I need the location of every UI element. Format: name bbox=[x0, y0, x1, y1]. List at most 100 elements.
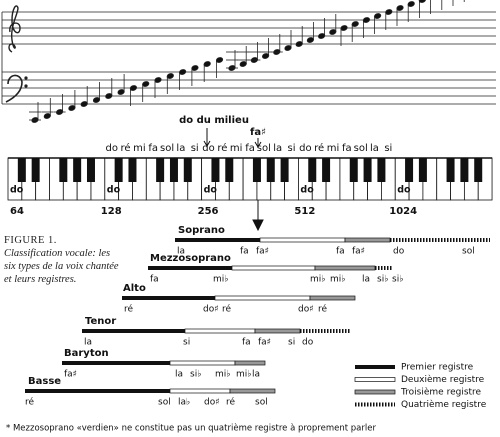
voice-note: mi♭ bbox=[310, 275, 326, 285]
voice-name: Baryton bbox=[64, 348, 109, 359]
f-sharp-label: fa♯ bbox=[250, 127, 266, 138]
black-key bbox=[31, 158, 40, 182]
voice-note: si♭ bbox=[190, 370, 201, 380]
voice-name: Soprano bbox=[178, 225, 225, 236]
note-name: la bbox=[176, 143, 185, 154]
black-key bbox=[474, 158, 483, 182]
frequency: 512 bbox=[294, 206, 315, 217]
note-name: fa bbox=[342, 143, 352, 154]
voice-note: do bbox=[393, 247, 405, 257]
voice-note: fa♯ bbox=[258, 338, 271, 348]
black-key bbox=[446, 158, 455, 182]
note-name: sol bbox=[160, 143, 174, 154]
legend-label: Premier registre bbox=[401, 363, 474, 373]
voice-note: mi♭ bbox=[215, 370, 231, 380]
voice-name: Mezzosoprano bbox=[150, 253, 231, 264]
voice-note: ré bbox=[226, 397, 236, 408]
big-arrow bbox=[252, 200, 264, 232]
voice-note: fa bbox=[150, 275, 159, 285]
black-key bbox=[183, 158, 192, 182]
voice-note: la bbox=[84, 338, 92, 348]
note-name: ré bbox=[121, 142, 131, 154]
legend-label: Deuxième registre bbox=[401, 374, 485, 385]
register-3 bbox=[309, 295, 356, 301]
note-name: do bbox=[299, 143, 311, 154]
note-name: sol bbox=[354, 143, 368, 154]
note-name: sol bbox=[257, 143, 271, 154]
voice-note: si bbox=[288, 338, 295, 348]
black-key bbox=[322, 158, 331, 182]
register-2 bbox=[169, 388, 231, 394]
note-name: ré bbox=[217, 142, 227, 154]
footnote: * Mezzosoprano «verdien» ne constitue pa… bbox=[6, 423, 376, 434]
voice-note: fa♯ bbox=[352, 247, 365, 257]
voice-note: mi♭ bbox=[236, 370, 252, 380]
black-key bbox=[156, 158, 165, 182]
figure-label: FIGURE 1. bbox=[4, 235, 57, 246]
voice-note: la bbox=[362, 275, 370, 285]
note-name: do bbox=[105, 143, 117, 154]
voice-note: fa bbox=[336, 247, 345, 257]
voice-note: ré bbox=[124, 304, 134, 315]
middle-c-label: do du milieu bbox=[179, 115, 249, 126]
black-key bbox=[308, 158, 317, 182]
black-key bbox=[169, 158, 178, 182]
register-2 bbox=[354, 377, 396, 382]
treble-clef bbox=[8, 5, 21, 53]
black-key bbox=[225, 158, 234, 182]
note-name: mi bbox=[327, 143, 340, 154]
register-3 bbox=[344, 237, 391, 243]
voice-note: fa bbox=[242, 338, 251, 348]
staff bbox=[1, 0, 496, 123]
black-key bbox=[349, 158, 358, 182]
voice-note: do♯ bbox=[204, 398, 220, 408]
note-name: do bbox=[202, 143, 214, 154]
register-2 bbox=[184, 328, 256, 334]
note-name: fa bbox=[245, 143, 255, 154]
black-key bbox=[405, 158, 414, 182]
clef-dot bbox=[24, 76, 28, 80]
key-label: do bbox=[300, 185, 314, 196]
voice-note: fa♯ bbox=[256, 247, 269, 257]
note-name: la bbox=[273, 143, 282, 154]
pointer-arrows bbox=[203, 128, 262, 148]
figure-caption: Classification vocale: les six types de … bbox=[4, 248, 119, 285]
bass-clef bbox=[5, 74, 23, 103]
voice-note: do♯ bbox=[203, 305, 219, 315]
voice-note: mi♭ bbox=[213, 275, 229, 285]
black-key bbox=[363, 158, 372, 182]
voice-note: ré bbox=[222, 304, 232, 315]
note-name: ré bbox=[314, 142, 324, 154]
register-2 bbox=[214, 295, 311, 301]
black-key bbox=[73, 158, 82, 182]
voice-note: sol bbox=[255, 398, 268, 408]
register-2 bbox=[169, 360, 236, 366]
clef-dot bbox=[24, 84, 28, 88]
frequency: 1024 bbox=[389, 206, 417, 217]
voice-note: do bbox=[302, 338, 314, 348]
voice-note: si bbox=[183, 338, 190, 348]
register-3 bbox=[314, 265, 376, 271]
voice-note: la bbox=[252, 370, 260, 380]
note-name: si bbox=[384, 143, 392, 154]
voice-note: ré bbox=[318, 304, 328, 315]
black-key bbox=[17, 158, 26, 182]
voice-note: fa bbox=[240, 247, 249, 257]
note-name: fa bbox=[148, 143, 158, 154]
note-name: mi bbox=[133, 143, 146, 154]
voice-note: sol bbox=[158, 398, 171, 408]
note-name: si bbox=[288, 143, 296, 154]
register-3 bbox=[234, 360, 266, 366]
voice-note: mi♭ bbox=[330, 275, 346, 285]
black-key bbox=[377, 158, 386, 182]
black-key bbox=[86, 158, 95, 182]
legend-label: Troisième registre bbox=[400, 387, 482, 398]
frequency: 256 bbox=[198, 206, 219, 217]
voice-note: sol bbox=[462, 247, 475, 257]
voice-note: fa♯ bbox=[64, 370, 77, 380]
black-key bbox=[460, 158, 469, 182]
register-3 bbox=[229, 388, 276, 394]
register-2 bbox=[231, 265, 316, 271]
caption: FIGURE 1. Classification vocale: les six … bbox=[4, 234, 122, 286]
